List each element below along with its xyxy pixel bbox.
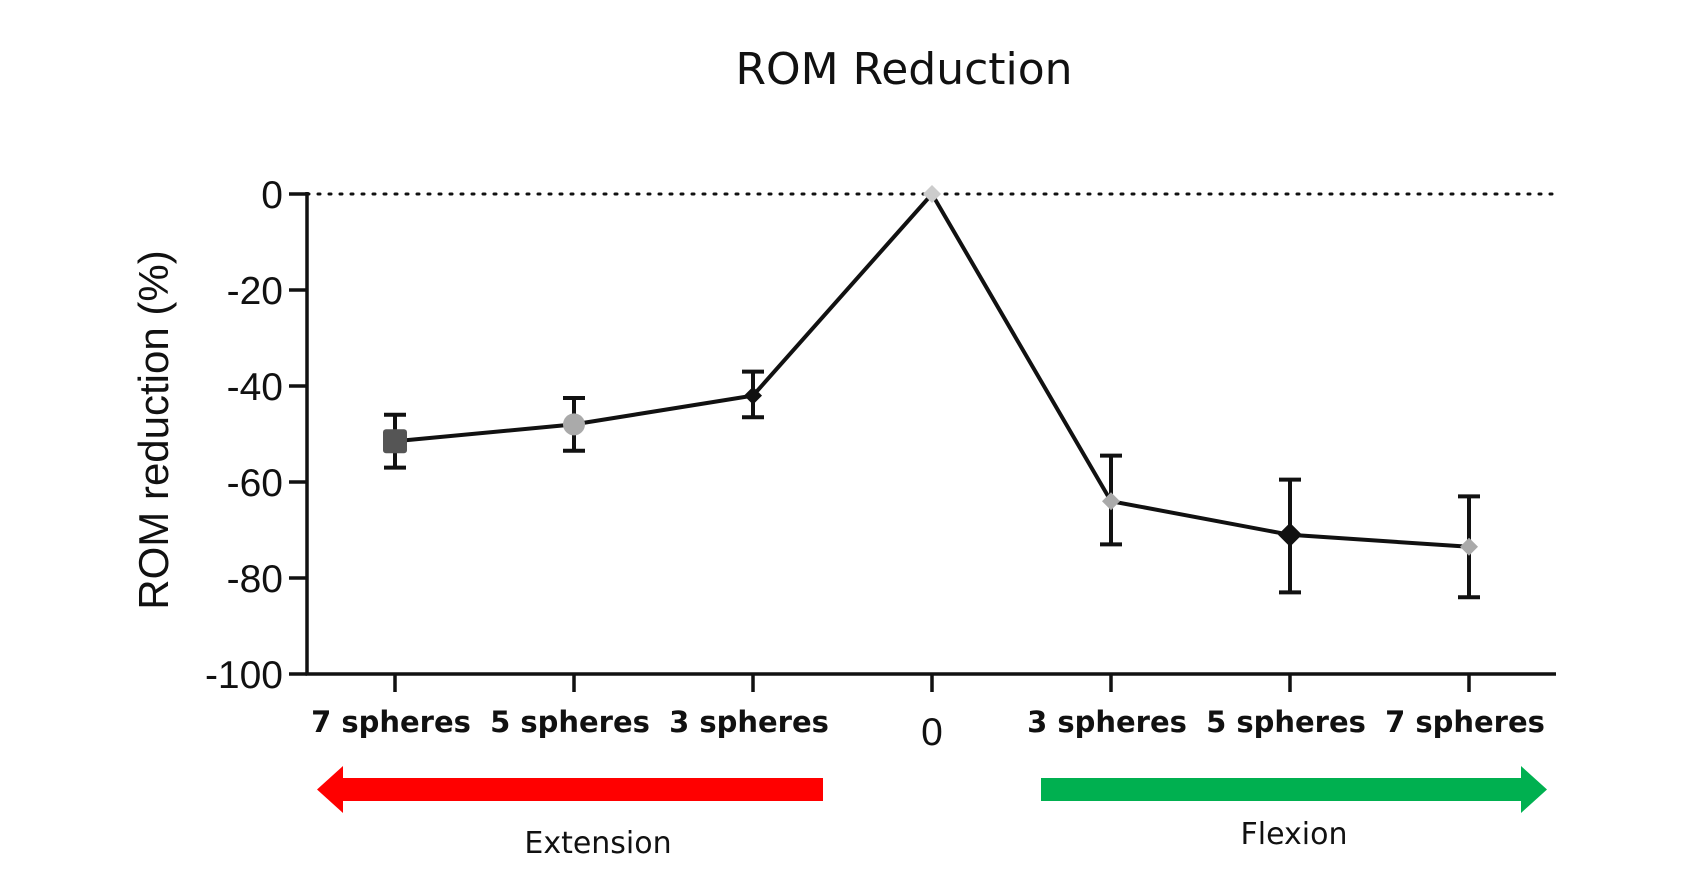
y-tick-label: 0 <box>261 174 283 217</box>
y-tick-label: -60 <box>227 462 283 505</box>
data-point <box>923 185 941 203</box>
data-point <box>563 413 585 436</box>
x-tick-label: 5 spheres <box>1206 705 1366 739</box>
y-tick-label: -40 <box>227 366 283 409</box>
data-point <box>1278 522 1302 547</box>
flexion-label: Flexion <box>1241 817 1348 852</box>
x-tick-label: 5 spheres <box>490 705 650 739</box>
data-point <box>1460 537 1478 556</box>
y-tick-label: -100 <box>205 654 283 697</box>
x-tick-label: 0 <box>921 711 943 754</box>
data-point <box>744 386 762 405</box>
data-point <box>1102 492 1120 511</box>
series <box>383 185 1480 600</box>
chart-title: ROM Reduction <box>735 44 1072 95</box>
y-tick-label: -80 <box>227 558 283 601</box>
x-axis-ticks: 7 spheres 5 spheres 3 spheres 0 3 spheres 5 s… <box>311 674 1545 754</box>
flexion-arrow <box>1041 766 1547 813</box>
x-tick-label: 3 spheres <box>669 705 829 739</box>
series-line <box>394 190 1470 549</box>
extension-label: Extension <box>524 826 671 861</box>
y-tick-label: -20 <box>227 270 283 313</box>
y-axis-label: ROM reduction (%) <box>130 250 177 609</box>
x-tick-label: 7 spheres <box>1385 705 1545 739</box>
x-tick-label: 7 spheres <box>311 705 471 739</box>
direction-arrows: Extension Flexion <box>317 766 1547 861</box>
y-axis-ticks: 0 -20 -40 -60 -80 -100 <box>205 174 307 697</box>
x-tick-label: 3 spheres <box>1027 705 1187 739</box>
extension-arrow <box>317 766 823 813</box>
data-point <box>383 429 407 454</box>
